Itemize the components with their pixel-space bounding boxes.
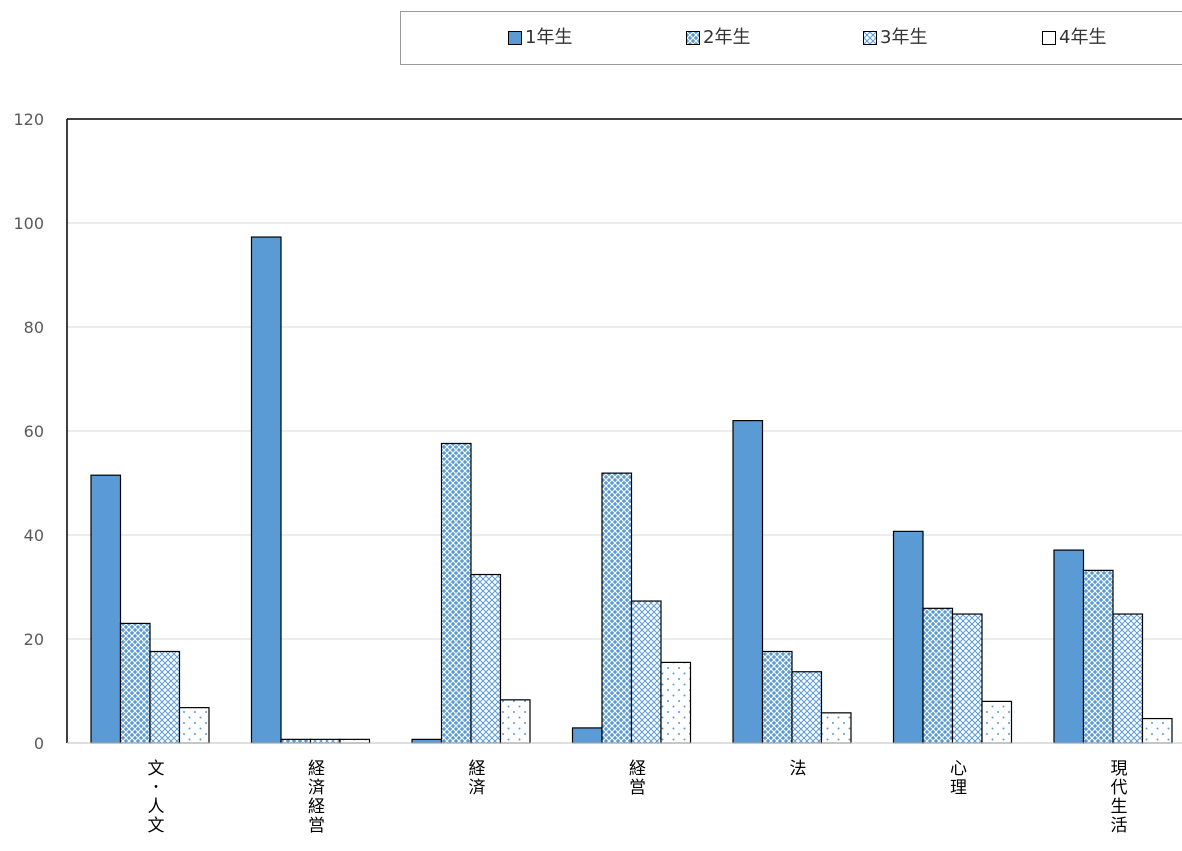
x-tick-label: 経済	[469, 759, 486, 798]
bar-4-3	[630, 600, 662, 744]
bar-3-3	[470, 573, 502, 744]
bar-1-4	[178, 707, 210, 744]
y-tick-label: 120	[13, 110, 44, 129]
bar-7-4	[1141, 717, 1173, 744]
bar-1-2	[119, 622, 151, 744]
bar-2-4	[339, 738, 371, 744]
bar-6-1	[892, 530, 924, 744]
y-tick-label: 60	[24, 422, 44, 441]
x-tick-label: 経済経営	[308, 759, 325, 836]
y-axis-ticks: 0 20 40 60 80 100 120	[13, 110, 44, 753]
x-tick-label: 文･人文	[148, 759, 165, 836]
legend-item-1: 1年生	[508, 29, 572, 47]
x-tick-label: 経営	[629, 759, 646, 798]
legend-label-1: 1年生	[525, 27, 573, 48]
bar-6-4	[981, 700, 1013, 744]
bar-1-3	[149, 650, 181, 744]
bar-7-3	[1112, 613, 1144, 744]
legend-swatch-4	[1042, 31, 1056, 45]
bar-7-2	[1082, 569, 1114, 744]
bar-2-2	[280, 738, 312, 744]
legend-swatch-3	[863, 31, 877, 45]
y-tick-label: 80	[24, 318, 44, 337]
legend-swatch-1	[508, 31, 522, 45]
y-tick-label: 0	[34, 734, 44, 753]
bar-3-4	[499, 699, 531, 744]
bar-5-4	[820, 712, 852, 744]
legend-item-4: 4年生	[1042, 29, 1106, 47]
bar-2-3	[309, 738, 341, 744]
bar-6-2	[922, 607, 954, 744]
bar-3-1	[411, 738, 443, 744]
legend-label-2: 2年生	[703, 27, 751, 48]
x-tick-label: 法	[790, 759, 807, 779]
bar-7-1	[1053, 549, 1085, 744]
y-tick-label: 40	[24, 526, 44, 545]
bar-6-3	[951, 613, 983, 744]
x-tick-label: 現代生活	[1111, 759, 1128, 836]
axes	[66, 118, 1182, 744]
y-tick-label: 100	[13, 214, 44, 233]
bar-4-2	[601, 472, 633, 744]
bar-5-3	[791, 671, 823, 744]
bar-2-1	[250, 236, 282, 744]
bar-4-4	[660, 661, 692, 744]
y-tick-label: 20	[24, 630, 44, 649]
legend-item-2: 2年生	[686, 29, 750, 47]
bars	[90, 236, 1173, 744]
x-tick-label: 心理	[950, 759, 967, 798]
bar-3-2	[440, 442, 472, 744]
bar-1-1	[90, 474, 122, 744]
legend: 1年生 2年生 3年生 4年生	[400, 11, 1182, 65]
legend-item-3: 3年生	[863, 29, 927, 47]
legend-label-3: 3年生	[880, 27, 928, 48]
legend-swatch-2	[686, 31, 700, 45]
bar-5-2	[761, 650, 793, 744]
legend-label-4: 4年生	[1059, 27, 1107, 48]
bar-4-1	[571, 727, 603, 744]
bar-5-1	[732, 420, 764, 744]
